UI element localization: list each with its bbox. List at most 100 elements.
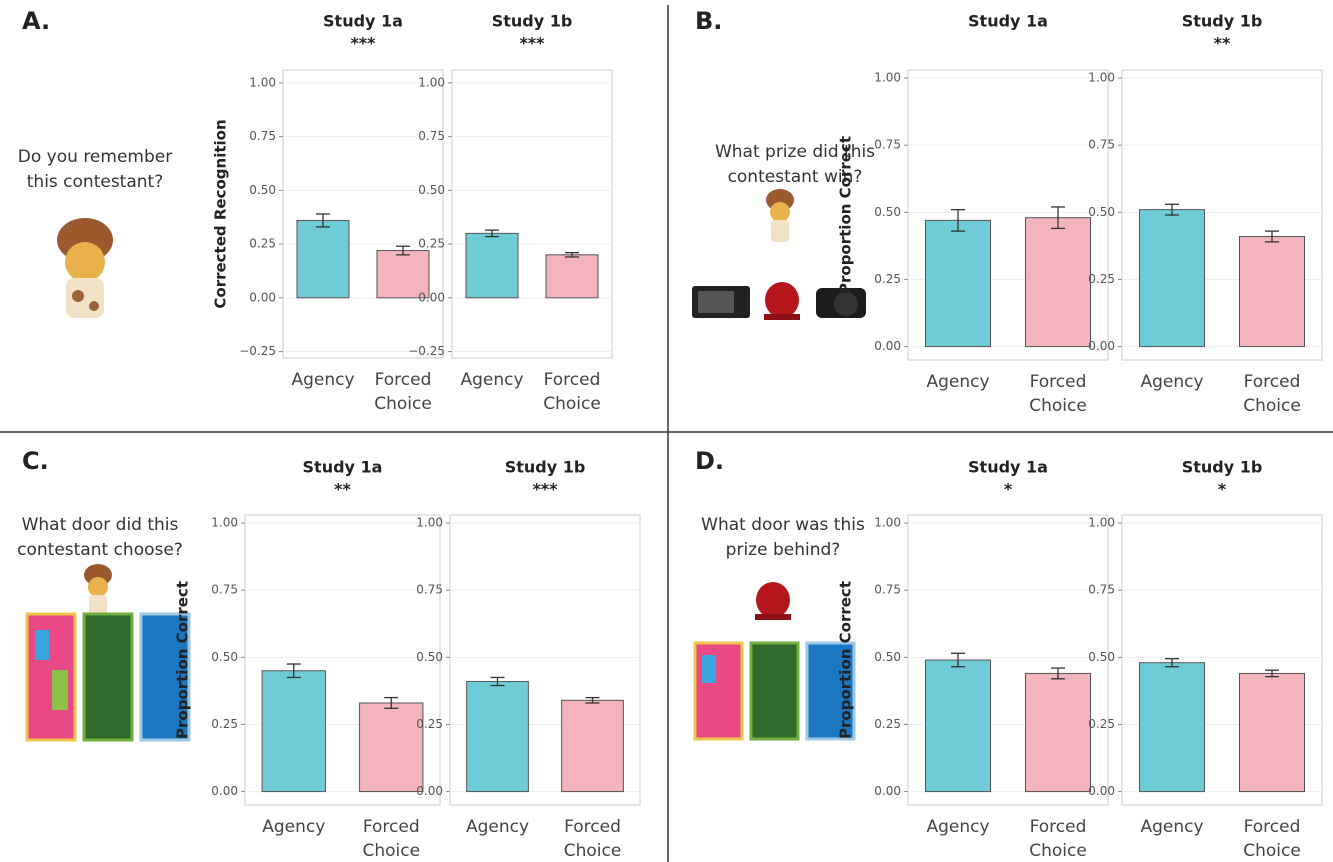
bar — [1240, 673, 1305, 791]
y-tick-label: 0.75 — [874, 583, 901, 597]
significance: * — [1004, 480, 1013, 499]
y-tick-label: 0.25 — [874, 272, 901, 286]
chart-title: Study 1a — [303, 458, 383, 477]
chart-title: Study 1b — [1182, 458, 1263, 477]
chart-title: Study 1b — [505, 458, 586, 477]
y-tick-label: 0.75 — [1088, 583, 1115, 597]
y-tick-label: 0.75 — [416, 583, 443, 597]
bar — [926, 220, 991, 346]
y-tick-label: 0.50 — [249, 183, 276, 197]
bar — [1140, 663, 1205, 792]
y-tick-label: 1.00 — [1088, 71, 1115, 85]
y-tick-label: 0.00 — [211, 784, 238, 798]
x-tick-label: Agency — [466, 817, 529, 837]
x-tick-label: Agency — [926, 372, 989, 392]
y-tick-label: 0.50 — [211, 650, 238, 664]
y-tick-label: 1.00 — [874, 71, 901, 85]
chart-title: Study 1b — [1182, 12, 1263, 31]
chart-title: Study 1a — [968, 12, 1048, 31]
panel-label: B. — [695, 7, 722, 35]
chart-title: Study 1a — [323, 12, 403, 31]
contestant-illustration — [84, 564, 112, 617]
bar — [926, 660, 991, 792]
bar — [262, 671, 325, 792]
question: contestant choose? — [17, 540, 183, 560]
y-tick-label: 0.50 — [874, 205, 901, 219]
panel-label: C. — [22, 447, 49, 475]
y-tick-label: 0.00 — [874, 339, 901, 353]
chart-title: Study 1a — [968, 458, 1048, 477]
bar — [297, 220, 349, 297]
question: prize behind? — [726, 540, 841, 560]
y-tick-label: 0.75 — [1088, 138, 1115, 152]
x-tick-label: ForcedChoice — [362, 817, 420, 861]
significance: * — [1218, 480, 1227, 499]
y-tick-label: 0.25 — [211, 717, 238, 731]
y-tick-label: 0.25 — [874, 717, 901, 731]
bar — [360, 703, 423, 792]
prize-illustration — [755, 582, 791, 620]
chart-title: Study 1b — [492, 12, 573, 31]
y-tick-label: 1.00 — [416, 516, 443, 530]
door-illustrations — [695, 643, 854, 739]
y-tick-label: 0.25 — [418, 237, 445, 251]
y-axis-label: Proportion Correct — [174, 581, 192, 739]
x-tick-label: Agency — [262, 817, 325, 837]
y-tick-label: 0.25 — [1088, 717, 1115, 731]
y-tick-label: 0.75 — [874, 138, 901, 152]
contestant-illustration — [57, 218, 113, 318]
y-tick-label: 0.75 — [249, 129, 276, 143]
significance: ** — [1214, 34, 1231, 53]
y-tick-label: 0.00 — [418, 290, 445, 304]
y-tick-label: 0.75 — [418, 129, 445, 143]
y-axis-label: Proportion Correct — [837, 136, 855, 294]
y-tick-label: −0.25 — [239, 344, 276, 358]
x-tick-label: Agency — [1140, 372, 1203, 392]
y-axis-label: Corrected Recognition — [212, 119, 230, 308]
plot-area — [283, 70, 443, 358]
y-tick-label: 0.25 — [1088, 272, 1115, 286]
question: What door did this — [22, 515, 179, 535]
y-tick-label: 1.00 — [874, 516, 901, 530]
plot-area — [452, 70, 612, 358]
significance: ** — [334, 480, 351, 499]
bar — [546, 255, 598, 298]
y-tick-label: 0.50 — [416, 650, 443, 664]
y-tick-label: 0.00 — [1088, 339, 1115, 353]
bar — [1240, 236, 1305, 346]
panel-label: A. — [22, 7, 50, 35]
y-tick-label: 1.00 — [1088, 516, 1115, 530]
y-tick-label: 0.25 — [249, 237, 276, 251]
y-tick-label: 1.00 — [211, 516, 238, 530]
y-tick-label: 1.00 — [418, 75, 445, 89]
y-tick-label: 0.50 — [874, 650, 901, 664]
figure: A. Do you remember this contestant? B. What … — [0, 0, 1333, 862]
y-tick-label: 0.50 — [1088, 205, 1115, 219]
y-tick-label: 0.00 — [1088, 784, 1115, 798]
y-tick-label: 0.25 — [416, 717, 443, 731]
x-tick-label: Agency — [460, 370, 523, 390]
bar — [1026, 673, 1091, 791]
question: this contestant? — [27, 172, 163, 192]
x-tick-label: Agency — [926, 817, 989, 837]
panel-label: D. — [695, 447, 724, 475]
significance: *** — [519, 34, 545, 53]
y-tick-label: 0.00 — [249, 290, 276, 304]
bar — [467, 681, 529, 791]
bar — [466, 233, 518, 297]
y-tick-label: −0.25 — [408, 344, 445, 358]
question: Do you remember — [18, 147, 172, 167]
x-tick-label: Agency — [291, 370, 354, 390]
bar — [1026, 218, 1091, 347]
y-tick-label: 0.75 — [211, 583, 238, 597]
bar — [1140, 210, 1205, 347]
y-tick-label: 0.50 — [1088, 650, 1115, 664]
y-tick-label: 0.50 — [418, 183, 445, 197]
